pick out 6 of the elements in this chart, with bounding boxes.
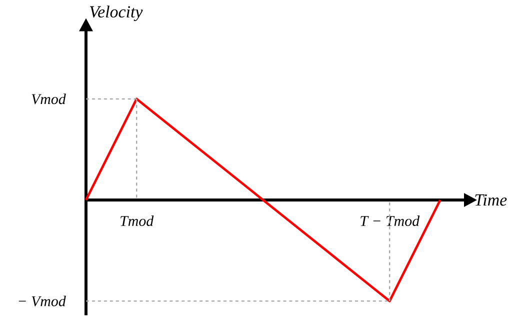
text: − Vmod bbox=[18, 296, 66, 306]
y-axis-title: Velocity bbox=[90, 6, 143, 22]
text: Vmod bbox=[32, 94, 66, 104]
x-axis-title: Time bbox=[475, 194, 507, 206]
x-tick-label: Tmod bbox=[120, 216, 154, 226]
x-tick-label: T − Tmod bbox=[360, 216, 420, 226]
